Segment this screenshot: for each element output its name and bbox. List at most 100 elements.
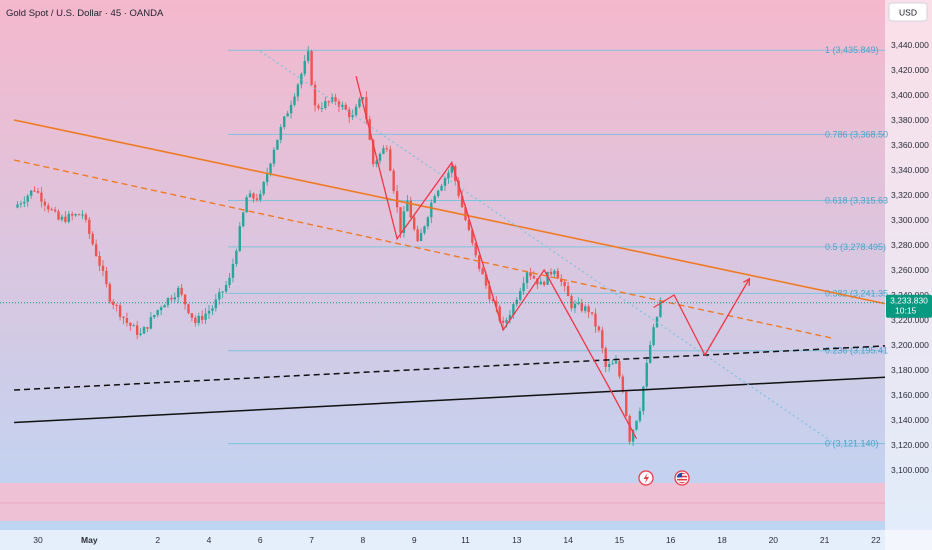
candle-body [611, 363, 614, 365]
fib-level-label: 0.236 (3,195.41 [825, 346, 888, 356]
candle-body [334, 97, 337, 102]
candle-body [477, 255, 481, 269]
price-tick-label: 3,300.000 [891, 215, 929, 225]
time-tick-label: 30 [33, 535, 43, 545]
candle-body [29, 190, 33, 196]
candle-body [105, 270, 108, 285]
time-tick-label: May [81, 535, 98, 545]
candle-body [252, 193, 255, 199]
candle-body [560, 278, 563, 282]
price-tag-price: 3,233.830 [890, 296, 928, 306]
fibonacci-retracement[interactable]: 1 (3,435.849) 0.786 (3,368.50 0.618 (3,315… [228, 45, 888, 449]
candle-body [601, 330, 604, 349]
candle-body [231, 263, 235, 278]
candle-body [430, 202, 433, 218]
candle-body [392, 170, 395, 192]
candle-body [200, 315, 204, 320]
time-axis[interactable]: 30 May 2 4 6 7 8 9 11 13 14 15 16 18 20 21 22 [33, 535, 881, 545]
candle-body [587, 306, 590, 313]
candle-body [631, 429, 635, 442]
candle-body [242, 212, 245, 227]
candle-body [495, 301, 498, 307]
candle-body [597, 326, 601, 331]
black-solid-trendline[interactable] [14, 376, 886, 424]
currency-label: USD [899, 8, 917, 18]
candle-body [207, 310, 211, 314]
price-tick-label: 3,180.000 [891, 365, 929, 375]
candle-body [156, 310, 159, 316]
blue-dotted-trendline[interactable] [259, 50, 836, 445]
candle-body [426, 217, 430, 227]
wave-annotation[interactable] [355, 76, 751, 440]
candle-body [101, 265, 105, 271]
price-axis[interactable]: 3,100.000 3,120.000 3,140.000 3,160.000 3,18… [891, 40, 929, 475]
candle-body [580, 302, 583, 311]
candle-body [607, 364, 611, 367]
candle-body [64, 216, 67, 222]
price-tick-label: 3,100.000 [891, 465, 929, 475]
candle-body [255, 198, 259, 200]
candle-body [88, 219, 91, 234]
trend-lines[interactable] [13, 50, 886, 445]
candle-body [303, 60, 306, 74]
candle-body [590, 312, 594, 314]
candle-body [522, 283, 525, 292]
candle-body [406, 200, 409, 212]
candle-body [67, 213, 70, 222]
candle-body [272, 149, 276, 164]
candle-body [320, 107, 324, 109]
lightning-icon[interactable] [638, 470, 654, 486]
candle-body [539, 281, 542, 285]
candle-body [139, 333, 142, 335]
candle-body [296, 84, 300, 97]
candle-body [125, 318, 129, 323]
candle-body [330, 97, 334, 102]
candle-body [57, 211, 60, 220]
time-tick-label: 13 [512, 535, 522, 545]
candle-body [642, 386, 645, 412]
candle-body [505, 319, 508, 323]
candle-body [344, 104, 347, 110]
candle-body [341, 104, 344, 107]
candle-body [385, 148, 389, 150]
candle-body [283, 116, 286, 128]
black-dashed-trendline[interactable] [14, 345, 886, 391]
candle-body [166, 297, 170, 306]
price-tick-label: 3,440.000 [891, 40, 929, 50]
candle-body [235, 250, 238, 264]
candle-body [635, 420, 638, 430]
candle-body [317, 105, 320, 109]
candle-body [594, 313, 597, 327]
candle-body [170, 297, 173, 300]
event-markers[interactable] [638, 470, 690, 486]
candle-body [163, 305, 166, 308]
wave-path[interactable] [355, 76, 638, 440]
candle-body [440, 185, 443, 191]
price-tick-label: 3,320.000 [891, 190, 929, 200]
candle-body [159, 307, 163, 311]
candle-body [566, 286, 570, 297]
orange-dashed-trendline[interactable] [13, 159, 836, 340]
candle-body [553, 270, 556, 275]
candle-body [94, 244, 98, 257]
price-tick-label: 3,260.000 [891, 265, 929, 275]
symbol-title[interactable]: Gold Spot / U.S. Dollar · 45 · OANDA [6, 8, 164, 19]
candle-body [129, 322, 132, 326]
candle-body [351, 115, 354, 118]
projection-path[interactable] [653, 278, 750, 357]
candle-body [467, 220, 471, 231]
currency-button[interactable]: USD [888, 2, 928, 22]
candle-body [525, 272, 529, 284]
candle-body [77, 214, 81, 216]
candle-body [519, 291, 522, 300]
time-tick-label: 15 [615, 535, 625, 545]
orange-solid-trendline[interactable] [13, 119, 886, 305]
price-tick-label: 3,360.000 [891, 140, 929, 150]
candle-body [348, 109, 351, 118]
price-tag-countdown: 10:15 [895, 306, 917, 316]
candle-body [443, 178, 447, 186]
us-flag-icon[interactable] [674, 470, 690, 486]
